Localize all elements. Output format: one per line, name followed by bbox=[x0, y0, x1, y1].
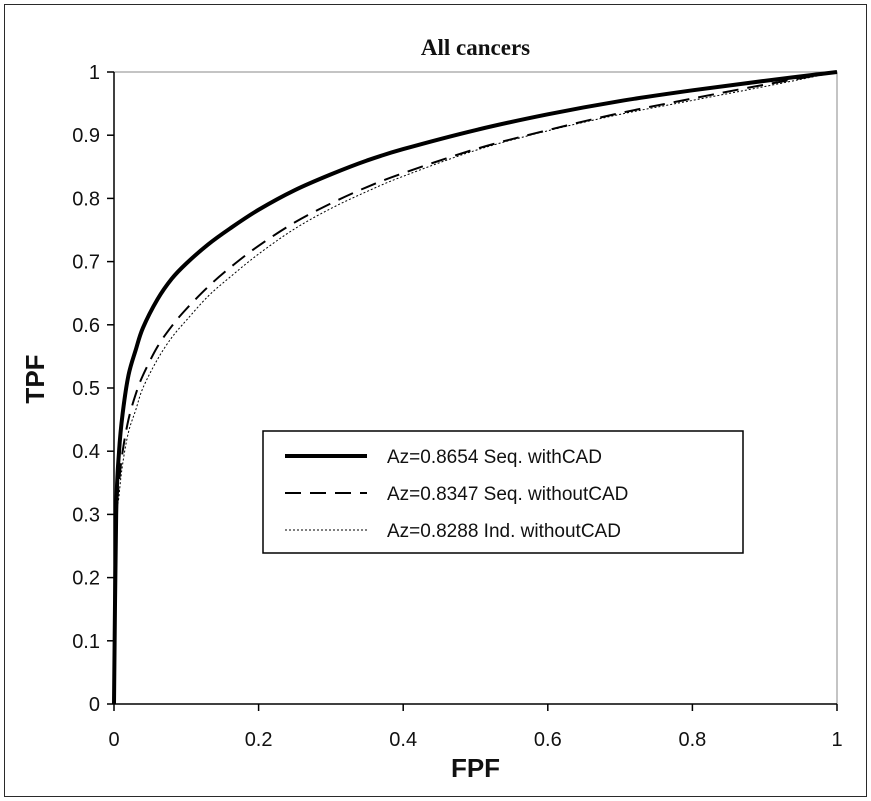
y-axis-title: TPF bbox=[20, 354, 50, 403]
y-tick-label: 1 bbox=[89, 62, 100, 84]
x-tick-label: 1 bbox=[831, 729, 842, 751]
legend-label-3: Az=0.8288 Ind. withoutCAD bbox=[387, 521, 621, 542]
y-tick-label: 0.2 bbox=[72, 568, 100, 590]
plot-frame bbox=[113, 71, 838, 705]
x-tick-label: 0.6 bbox=[534, 729, 562, 751]
y-tick-label: 0.1 bbox=[72, 631, 100, 653]
x-axis-ticks: 0 0.2 0.4 0.6 0.8 1 bbox=[108, 704, 843, 751]
y-tick-label: 0.3 bbox=[72, 504, 100, 526]
series-line-1 bbox=[112, 70, 838, 705]
roc-chart: All cancers 0 0.2 0.4 0.6 0.8 1 0 0.1 0.2 0.3 0.4… bbox=[20, 35, 843, 783]
y-axis-ticks: 0 0.1 0.2 0.3 0.4 0.5 0.6 0.7 0.8 0.9 1 bbox=[72, 62, 114, 716]
y-tick-label: 0 bbox=[89, 694, 100, 716]
y-tick-label: 0.4 bbox=[72, 441, 100, 463]
x-tick-label: 0.8 bbox=[678, 729, 706, 751]
legend-label-2: Az=0.8347 Seq. withoutCAD bbox=[387, 484, 628, 505]
x-axis-title: FPF bbox=[451, 753, 500, 783]
x-tick-label: 0.4 bbox=[389, 729, 417, 751]
series-layer bbox=[112, 70, 838, 705]
series-line-3 bbox=[113, 71, 838, 705]
x-tick-label: 0 bbox=[108, 729, 119, 751]
chart-figure: All cancers 0 0.2 0.4 0.6 0.8 1 0 0.1 0.2 0.3 0.4… bbox=[4, 4, 867, 797]
y-tick-label: 0.8 bbox=[72, 188, 100, 210]
y-tick-label: 0.5 bbox=[72, 378, 100, 400]
series-line-2 bbox=[113, 71, 838, 705]
chart-title: All cancers bbox=[421, 35, 530, 60]
x-tick-label: 0.2 bbox=[245, 729, 273, 751]
legend-label-1: Az=0.8654 Seq. withCAD bbox=[387, 447, 602, 468]
legend: Az=0.8654 Seq. withCAD Az=0.8347 Seq. wit… bbox=[262, 430, 744, 554]
y-tick-label: 0.9 bbox=[72, 125, 100, 147]
plot-area bbox=[113, 71, 838, 705]
y-tick-label: 0.7 bbox=[72, 252, 100, 274]
y-tick-label: 0.6 bbox=[72, 315, 100, 337]
